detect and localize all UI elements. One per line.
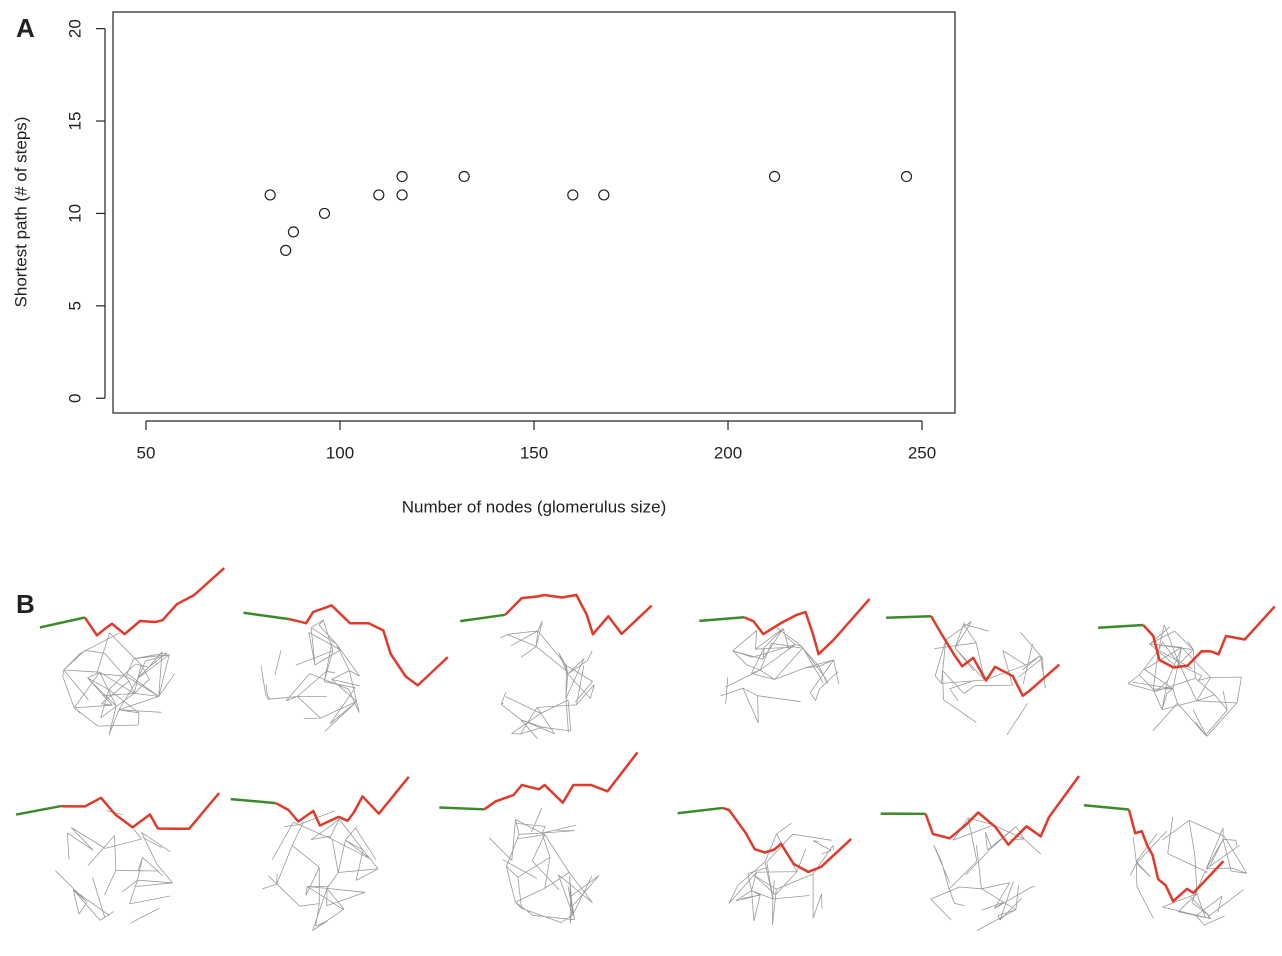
shortest-path [743, 598, 871, 656]
y-tick-label: 15 [65, 112, 84, 131]
entry-edge [886, 614, 932, 620]
y-tick-label: 0 [65, 393, 84, 402]
shortest-path [722, 806, 853, 874]
data-point [458, 170, 470, 183]
shortest-path [275, 776, 410, 827]
entry-edge [243, 611, 289, 621]
shortest-path [504, 593, 653, 636]
data-point [264, 189, 276, 201]
network-edges [260, 619, 360, 732]
x-axis-label: Number of nodes (glomerulus size) [402, 497, 667, 516]
entry-edge [460, 613, 506, 623]
network-edges [488, 808, 600, 924]
entry-edge [230, 797, 276, 805]
data-point [567, 189, 579, 201]
shortest-path [83, 567, 226, 637]
x-tick-label: 50 [137, 443, 156, 462]
shortest-path [924, 775, 1081, 846]
network-edges [55, 810, 173, 924]
y-axis-label: Shortest path (# of steps) [11, 117, 30, 308]
data-point [396, 189, 408, 201]
shortest-path [483, 751, 639, 811]
entry-edge [39, 616, 86, 629]
y-tick-label: 5 [65, 301, 84, 310]
data-point [768, 170, 781, 183]
data-point [900, 170, 913, 183]
plot-frame [112, 11, 956, 414]
network-edges [720, 627, 840, 724]
x-tick-label: 250 [908, 443, 936, 462]
data-point [280, 244, 292, 256]
network-edges [728, 822, 835, 926]
panel-label: B [16, 589, 35, 619]
panel-label: A [16, 13, 35, 43]
shortest-path [930, 615, 1061, 697]
data-point [287, 226, 300, 238]
data-point [373, 189, 385, 201]
network-edges [1129, 816, 1248, 926]
shortest-path [288, 604, 449, 687]
entry-edge [677, 806, 723, 815]
x-tick-label: 100 [326, 443, 354, 462]
y-tick-label: 10 [65, 204, 84, 223]
entry-edge [1098, 623, 1144, 629]
network-edges [500, 620, 595, 740]
network-edges [1127, 624, 1242, 737]
data-point [318, 207, 331, 220]
x-tick-label: 150 [520, 443, 548, 462]
network-drawings [15, 567, 1276, 931]
entry-edge [15, 804, 62, 816]
network-edges [930, 817, 1042, 931]
data-point [396, 170, 408, 183]
network-edges [934, 621, 1046, 736]
entry-edge [1083, 804, 1130, 811]
network-edges [261, 810, 379, 931]
entry-edge [439, 806, 485, 811]
y-tick-label: 20 [65, 19, 84, 38]
shortest-path [1127, 809, 1225, 903]
shortest-path [60, 792, 221, 831]
entry-edge [699, 615, 745, 623]
data-point [598, 189, 610, 201]
x-tick-label: 200 [714, 443, 742, 462]
shortest-path [1142, 605, 1276, 669]
network-edges [62, 632, 176, 736]
